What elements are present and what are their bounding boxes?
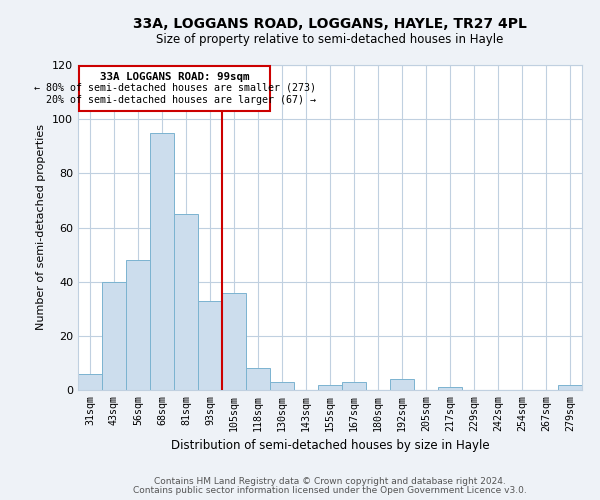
Text: 33A, LOGGANS ROAD, LOGGANS, HAYLE, TR27 4PL: 33A, LOGGANS ROAD, LOGGANS, HAYLE, TR27 … <box>133 18 527 32</box>
Bar <box>342 382 366 390</box>
Bar <box>270 382 294 390</box>
Bar <box>246 368 270 390</box>
X-axis label: Distribution of semi-detached houses by size in Hayle: Distribution of semi-detached houses by … <box>170 439 490 452</box>
Bar <box>126 260 150 390</box>
Text: ← 80% of semi-detached houses are smaller (273): ← 80% of semi-detached houses are smalle… <box>34 82 316 92</box>
Bar <box>78 374 102 390</box>
Bar <box>79 66 270 111</box>
Bar <box>198 300 222 390</box>
Text: Size of property relative to semi-detached houses in Hayle: Size of property relative to semi-detach… <box>157 32 503 46</box>
Text: Contains public sector information licensed under the Open Government Licence v3: Contains public sector information licen… <box>133 486 527 495</box>
Bar <box>102 282 126 390</box>
Y-axis label: Number of semi-detached properties: Number of semi-detached properties <box>37 124 46 330</box>
Bar <box>558 384 582 390</box>
Text: Contains HM Land Registry data © Crown copyright and database right 2024.: Contains HM Land Registry data © Crown c… <box>154 477 506 486</box>
Bar <box>150 132 174 390</box>
Bar <box>390 379 414 390</box>
Bar <box>438 388 462 390</box>
Bar <box>318 384 342 390</box>
Text: 20% of semi-detached houses are larger (67) →: 20% of semi-detached houses are larger (… <box>34 95 316 105</box>
Bar <box>222 292 246 390</box>
Bar <box>174 214 198 390</box>
Text: 33A LOGGANS ROAD: 99sqm: 33A LOGGANS ROAD: 99sqm <box>100 72 250 82</box>
